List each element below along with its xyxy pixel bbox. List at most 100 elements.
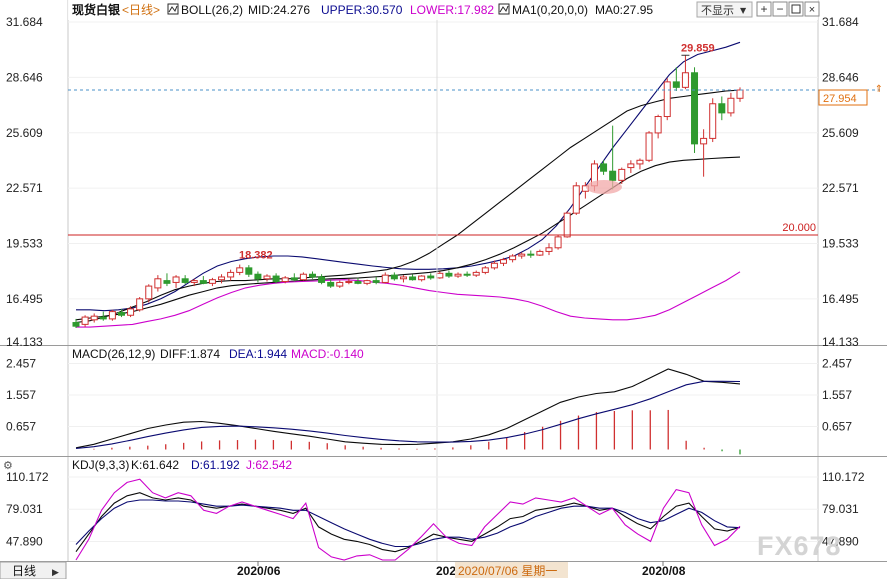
price-tick-label: 22.571: [6, 181, 43, 195]
price-tick-label: 25.609: [6, 126, 43, 140]
kdj-lines: [75, 478, 741, 561]
settings-gear-icon[interactable]: ⚙: [3, 459, 13, 472]
candle-body: [554, 236, 562, 249]
kdj-label: KDJ(9,3,3): [72, 458, 129, 472]
candle-body: [509, 255, 517, 261]
candle-body: [372, 280, 380, 283]
candle-body: [145, 285, 153, 300]
maximize-button[interactable]: [788, 1, 804, 17]
candle-body: [290, 277, 298, 281]
price-tick-label: 14.133: [822, 335, 859, 349]
candle-body: [299, 273, 307, 281]
kdj-tick-label: 47.890: [822, 534, 859, 548]
kdj-line-j: [75, 478, 741, 561]
candle-body: [672, 81, 680, 88]
candle-body: [354, 281, 362, 284]
candle-body: [72, 322, 80, 327]
price-tick-label: 28.646: [6, 70, 43, 84]
hide-button-label: 不显示: [701, 4, 734, 17]
candle-body: [609, 170, 617, 181]
macd-tick-label: 0.657: [822, 420, 852, 434]
hide-button[interactable]: [696, 1, 753, 18]
chevron-right-icon: ▶: [52, 568, 59, 578]
candle-body: [99, 316, 107, 320]
period-link[interactable]: <日线>: [122, 3, 160, 17]
series-line-upper: [76, 41, 741, 312]
close-button[interactable]: [804, 1, 820, 17]
header-bg: [68, 0, 818, 20]
macd-dea: DEA:1.944: [229, 347, 287, 361]
candle-body: [545, 247, 553, 252]
series-line-mid: [75, 156, 741, 321]
candle-body: [427, 275, 435, 279]
close-icon: ×: [809, 4, 815, 16]
candle-body: [308, 273, 316, 278]
ma-label: MA1(0,20,0,0): [512, 3, 588, 17]
high-annotation: 29.859: [681, 42, 715, 54]
candle-body: [463, 273, 471, 276]
candle-body: [81, 316, 89, 325]
watermark-logo: FX678: [757, 531, 842, 561]
candle-body: [418, 275, 426, 281]
macd-gridlines: [68, 363, 818, 428]
candle-body: [700, 137, 708, 145]
macd-diff: DIFF:1.874: [160, 347, 220, 361]
boll-toggle-glyph: [168, 5, 178, 13]
candle-body: [363, 280, 371, 284]
candle-body: [445, 272, 453, 277]
macd-panel[interactable]: [68, 345, 818, 456]
bottom-tab[interactable]: [0, 561, 67, 579]
candles: [72, 54, 744, 329]
cursor-date-box: [455, 562, 568, 578]
candle-body: [518, 253, 526, 257]
price-axis: 31.684 31.684 28.646 28.646 25.609 25.609 22.5…: [6, 15, 859, 349]
current-price-label: 27.954: [823, 93, 857, 105]
minus-icon: −: [776, 2, 783, 16]
macd-value: MACD:-0.140: [291, 347, 364, 361]
kdj-d: D:61.192: [191, 458, 240, 472]
current-price-box: [818, 89, 868, 106]
zoom-out-button[interactable]: [772, 1, 788, 17]
boll-mid: MID:24.276: [248, 3, 310, 17]
candle-body: [263, 275, 271, 280]
boll-label: BOLL(26,2): [181, 3, 243, 17]
macd-tick-label: 1.557: [6, 388, 36, 402]
candle-body: [627, 163, 635, 169]
candle-body: [563, 212, 571, 238]
macd-axis: 2.457 2.457 1.557 1.557 0.657 0.657: [6, 357, 852, 434]
candle-body: [181, 278, 189, 283]
candle-body: [154, 278, 162, 289]
kdj-line-d: [75, 499, 741, 548]
candle-body: [436, 272, 444, 279]
candle-body: [117, 312, 125, 316]
candle-body: [254, 273, 262, 280]
price-tick-label: 22.571: [822, 181, 859, 195]
bottom-tab-label: 日线: [12, 564, 36, 578]
kdj-tick-label: 79.031: [822, 502, 859, 516]
candle-body: [709, 103, 717, 139]
kdj-axis: 110.172 110.172 79.031 79.031 47.890 47.890: [6, 470, 865, 548]
candle-body: [236, 267, 244, 273]
price-arrow-icon[interactable]: ⇑: [875, 84, 883, 95]
candle-body: [345, 281, 353, 284]
zoom-in-button[interactable]: [756, 1, 772, 17]
price-tick-label: 31.684: [6, 15, 43, 29]
candle-body: [527, 253, 535, 256]
candle-body: [736, 89, 744, 99]
macd-tick-label: 1.557: [822, 388, 852, 402]
price-tick-label: 16.495: [822, 292, 859, 306]
candle-body: [718, 103, 726, 114]
kdj-k: K:61.642: [131, 458, 179, 472]
kdj-tick-label: 110.172: [6, 470, 49, 484]
cursor-date-label: 2020/07/06 星期一: [458, 564, 557, 578]
chevron-down-icon: ▼: [740, 6, 747, 15]
kdj-j: J:62.542: [246, 458, 292, 472]
candle-body: [654, 116, 662, 134]
macd-tick-label: 0.657: [6, 420, 36, 434]
boll-lower: LOWER:17.982: [410, 3, 494, 17]
macd-line-dea: [75, 380, 741, 449]
kdj-tick-label: 47.890: [6, 534, 43, 548]
kdj-panel[interactable]: [68, 456, 818, 561]
candle-body: [245, 267, 253, 275]
